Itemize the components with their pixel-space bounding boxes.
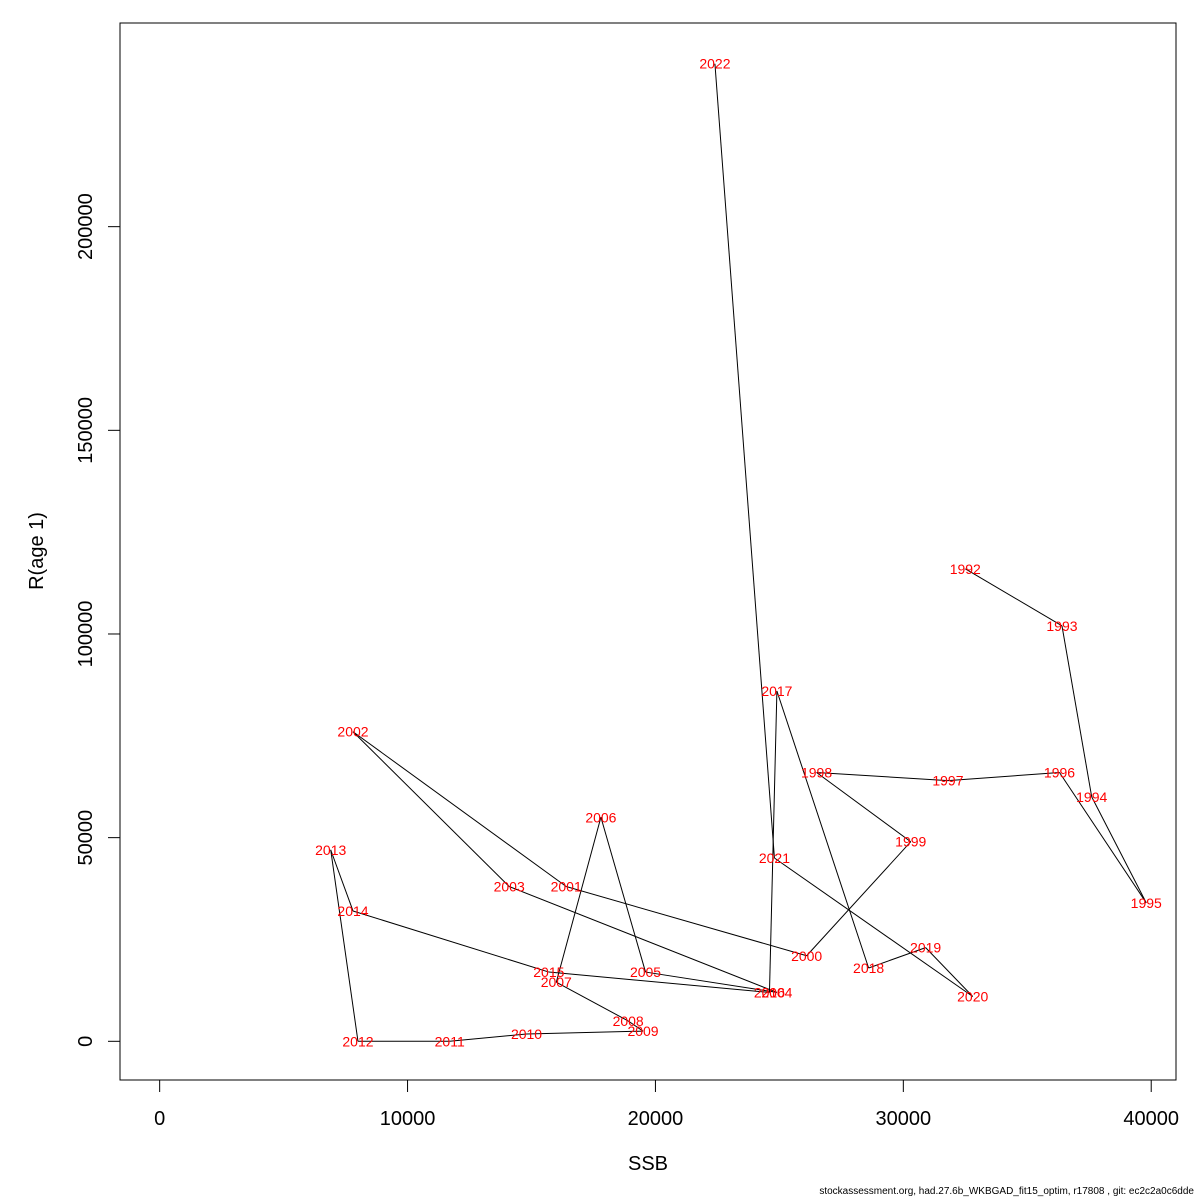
segment-1997-1998 xyxy=(816,771,948,782)
point-label-2003: 2003 xyxy=(494,879,525,895)
point-label-2017: 2017 xyxy=(761,683,792,699)
point-label-2014: 2014 xyxy=(337,903,368,919)
point-label-2020: 2020 xyxy=(957,988,988,1004)
y-tick-label: 150000 xyxy=(75,397,97,464)
segment-1999-2000 xyxy=(806,841,912,957)
point-label-2000: 2000 xyxy=(791,948,822,964)
segment-2012-2013 xyxy=(330,849,359,1042)
point-label-1999: 1999 xyxy=(895,834,926,850)
point-label-2022: 2022 xyxy=(699,56,730,72)
point-label-1995: 1995 xyxy=(1131,895,1162,911)
point-label-2005: 2005 xyxy=(630,964,661,980)
point-label-1998: 1998 xyxy=(801,764,832,780)
point-label-2018: 2018 xyxy=(853,960,884,976)
segment-2009-2010 xyxy=(526,1030,644,1035)
point-label-2004: 2004 xyxy=(761,984,792,1000)
y-axis-label: R(age 1) xyxy=(26,512,48,590)
segment-2010-2011 xyxy=(449,1033,527,1042)
point-label-2012: 2012 xyxy=(342,1033,373,1049)
x-tick-label: 20000 xyxy=(628,1108,684,1130)
segment-2002-2003 xyxy=(352,731,510,887)
footer-caption: stockassessment.org, had.27.6b_WKBGAD_fi… xyxy=(819,1186,1194,1197)
segment-1993-1994 xyxy=(1061,625,1093,797)
segment-2015-2016 xyxy=(548,971,770,993)
point-label-1994: 1994 xyxy=(1076,789,1107,805)
segment-2014-2015 xyxy=(352,910,549,973)
segment-2008-2009 xyxy=(627,1020,644,1032)
point-label-2013: 2013 xyxy=(315,842,346,858)
segment-2004-2005 xyxy=(645,971,777,993)
x-tick-label: 10000 xyxy=(380,1108,436,1130)
segment-2017-2018 xyxy=(776,690,870,969)
point-label-2019: 2019 xyxy=(910,940,941,956)
x-tick-label: 40000 xyxy=(1123,1108,1179,1130)
segment-2003-2004 xyxy=(508,886,778,993)
x-axis: 0 10000 20000 30000 40000 xyxy=(154,1079,1179,1130)
point-label-2015: 2015 xyxy=(533,964,564,980)
plot-frame xyxy=(119,22,1177,1081)
segment-1994-1995 xyxy=(1091,796,1147,904)
point-label-2008: 2008 xyxy=(613,1013,644,1029)
point-labels: 1992 1993 1994 1995 1996 1997 1998 1999 2000 2001… xyxy=(315,56,1162,1050)
point-label-2021: 2021 xyxy=(759,850,790,866)
segment-2000-2001 xyxy=(566,886,807,957)
segment-2005-2006 xyxy=(600,817,647,973)
segment-2019-2020 xyxy=(925,947,974,997)
segment-1995-1996 xyxy=(1059,772,1147,904)
segment-2007-2008 xyxy=(556,981,629,1022)
point-label-2007: 2007 xyxy=(541,974,572,990)
segment-2013-2014 xyxy=(330,849,354,912)
y-tick-label: 200000 xyxy=(75,193,97,260)
y-tick-label: 0 xyxy=(75,1036,97,1047)
point-label-2002: 2002 xyxy=(337,724,368,740)
point-label-2011: 2011 xyxy=(435,1033,465,1049)
y-tick-label: 100000 xyxy=(75,601,97,668)
point-label-1997: 1997 xyxy=(932,773,963,789)
point-label-2009: 2009 xyxy=(627,1023,658,1039)
segment-2018-2019 xyxy=(868,947,926,969)
x-tick-label: 30000 xyxy=(876,1108,932,1130)
point-label-1993: 1993 xyxy=(1046,618,1077,634)
segment-1992-1993 xyxy=(965,568,1063,627)
segment-1998-1999 xyxy=(816,772,912,843)
series-path xyxy=(330,63,1147,1042)
segment-2001-2002 xyxy=(352,731,567,887)
x-tick-label: 0 xyxy=(154,1108,165,1130)
y-tick-label: 50000 xyxy=(75,810,97,866)
x-axis-label: SSB xyxy=(628,1153,668,1175)
segment-2021-2022 xyxy=(714,63,775,859)
point-label-2016: 2016 xyxy=(754,984,785,1000)
point-label-1992: 1992 xyxy=(950,561,981,577)
segment-2006-2007 xyxy=(555,817,602,983)
point-label-2010: 2010 xyxy=(511,1026,542,1042)
y-axis: 0 50000 100000 150000 200000 xyxy=(75,193,121,1047)
point-label-1996: 1996 xyxy=(1044,764,1075,780)
segment-1996-1997 xyxy=(947,771,1060,782)
segment-2020-2021 xyxy=(774,857,974,997)
point-label-2001: 2001 xyxy=(551,879,582,895)
point-label-2006: 2006 xyxy=(585,809,616,825)
